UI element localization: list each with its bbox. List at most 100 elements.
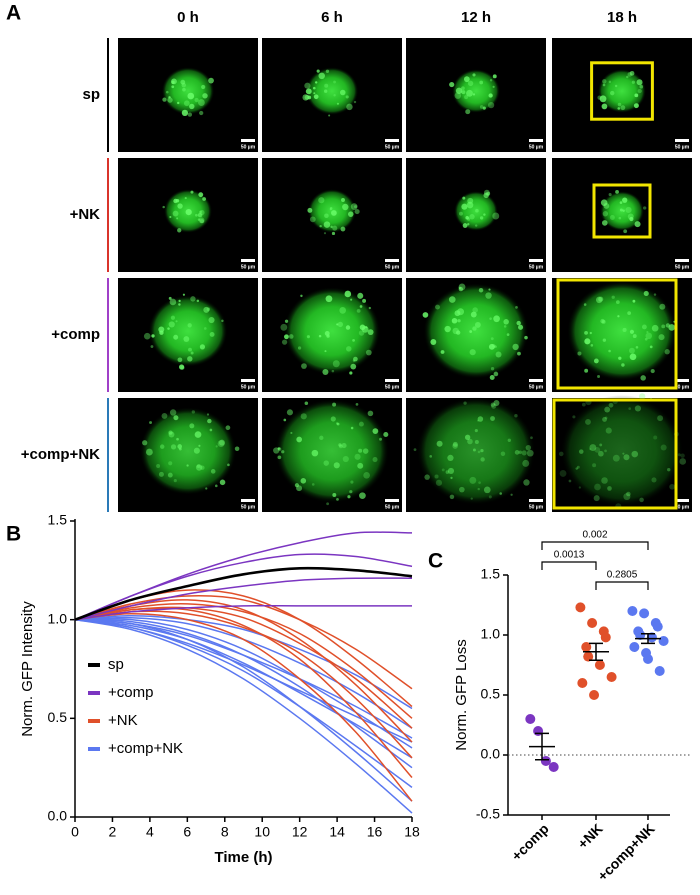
curve — [74, 618, 413, 759]
cell-spot — [525, 444, 532, 451]
cell-spot — [345, 325, 351, 330]
cell-spot — [313, 94, 319, 100]
cell-spot — [600, 318, 605, 324]
cell-spot — [612, 454, 620, 462]
cell-spot — [413, 448, 417, 452]
cell-spot — [196, 299, 200, 303]
cell-spot — [353, 205, 358, 209]
scale-bar-label: 50 µm — [385, 384, 400, 390]
cell-spot — [503, 319, 509, 325]
cell-spot — [329, 206, 333, 210]
cell-spot — [206, 413, 210, 416]
cell-spot — [429, 455, 433, 458]
scale-bar — [675, 379, 689, 382]
cell-spot — [629, 216, 634, 222]
cell-spot — [589, 448, 592, 451]
cell-spot — [335, 422, 339, 425]
cell-spot — [593, 358, 599, 364]
error-bar — [641, 633, 655, 645]
data-point — [583, 651, 594, 662]
cell-spot — [325, 69, 330, 73]
roi-box — [556, 278, 678, 390]
cell-spot — [622, 452, 625, 455]
cell-spot — [179, 364, 185, 370]
spheroid — [567, 281, 677, 381]
cell-spot — [487, 102, 495, 109]
column-label: 12 h — [461, 9, 491, 26]
cell-spot — [324, 350, 327, 353]
cell-spot — [301, 363, 307, 369]
cell-spot — [338, 444, 343, 449]
cell-spot — [198, 444, 201, 447]
cell-spot — [284, 319, 289, 323]
cell-spot — [283, 418, 287, 422]
spheroid — [451, 69, 501, 113]
cell-spot — [300, 413, 307, 420]
cell-spot — [280, 323, 288, 331]
cell-spot — [311, 449, 319, 457]
cell-spot — [350, 298, 353, 301]
cell-spot — [185, 208, 192, 216]
p-value: 0.002 — [582, 530, 607, 541]
cell-spot — [422, 312, 429, 318]
cell-spot — [187, 92, 195, 100]
cell-spot — [234, 446, 240, 452]
cell-spot — [584, 368, 589, 373]
cell-spot — [486, 191, 491, 196]
cell-spot — [480, 457, 485, 462]
cell-spot — [302, 94, 309, 101]
cell-spot — [349, 371, 353, 375]
cell-spot — [472, 93, 476, 96]
spheroid — [560, 395, 684, 507]
spheroid — [423, 283, 529, 379]
cell-spot — [340, 226, 346, 232]
cell-spot — [494, 345, 497, 348]
cell-spot — [653, 293, 657, 296]
cell-spot — [159, 444, 165, 449]
cell-spot — [350, 363, 357, 370]
cell-spot — [205, 487, 208, 490]
data-point — [643, 654, 653, 664]
cell-spot — [168, 430, 173, 435]
cell-spot — [627, 72, 633, 77]
cell-spot — [215, 445, 218, 448]
roi-box — [552, 398, 678, 510]
cell-spot — [653, 435, 658, 440]
cell-spot — [602, 79, 607, 84]
cell-spot — [178, 299, 181, 303]
column-label: 6 h — [321, 9, 343, 26]
cell-spot — [283, 334, 289, 340]
cell-spot — [490, 367, 495, 371]
cell-spot — [332, 493, 337, 497]
cell-spot — [615, 300, 620, 305]
legend-label: +comp — [108, 684, 153, 701]
cell-spot — [477, 419, 480, 422]
cell-spot — [189, 423, 195, 429]
cell-spot — [178, 303, 181, 306]
scale-bar-label: 50 µm — [529, 384, 544, 390]
cell-spot — [601, 103, 608, 110]
scale-bar — [675, 499, 689, 502]
cell-spot — [342, 203, 349, 211]
cell-spot — [575, 467, 578, 470]
scale-bar — [675, 139, 689, 142]
cell-spot — [495, 351, 502, 358]
cell-spot — [578, 486, 581, 489]
cell-spot — [639, 393, 646, 400]
cell-spot — [467, 80, 474, 87]
cell-spot — [277, 447, 282, 451]
significance-bracket — [541, 561, 597, 570]
cell-spot — [167, 97, 173, 103]
cell-spot — [273, 447, 280, 454]
data-point — [548, 762, 559, 772]
cell-spot — [339, 89, 346, 96]
cell-spot — [602, 338, 607, 342]
cell-spot — [323, 221, 331, 228]
cell-spot — [448, 296, 456, 303]
cell-spot — [356, 308, 361, 313]
cell-spot — [435, 304, 440, 310]
cell-spot — [483, 486, 491, 494]
cell-spot — [318, 197, 325, 204]
cell-spot — [633, 103, 639, 109]
